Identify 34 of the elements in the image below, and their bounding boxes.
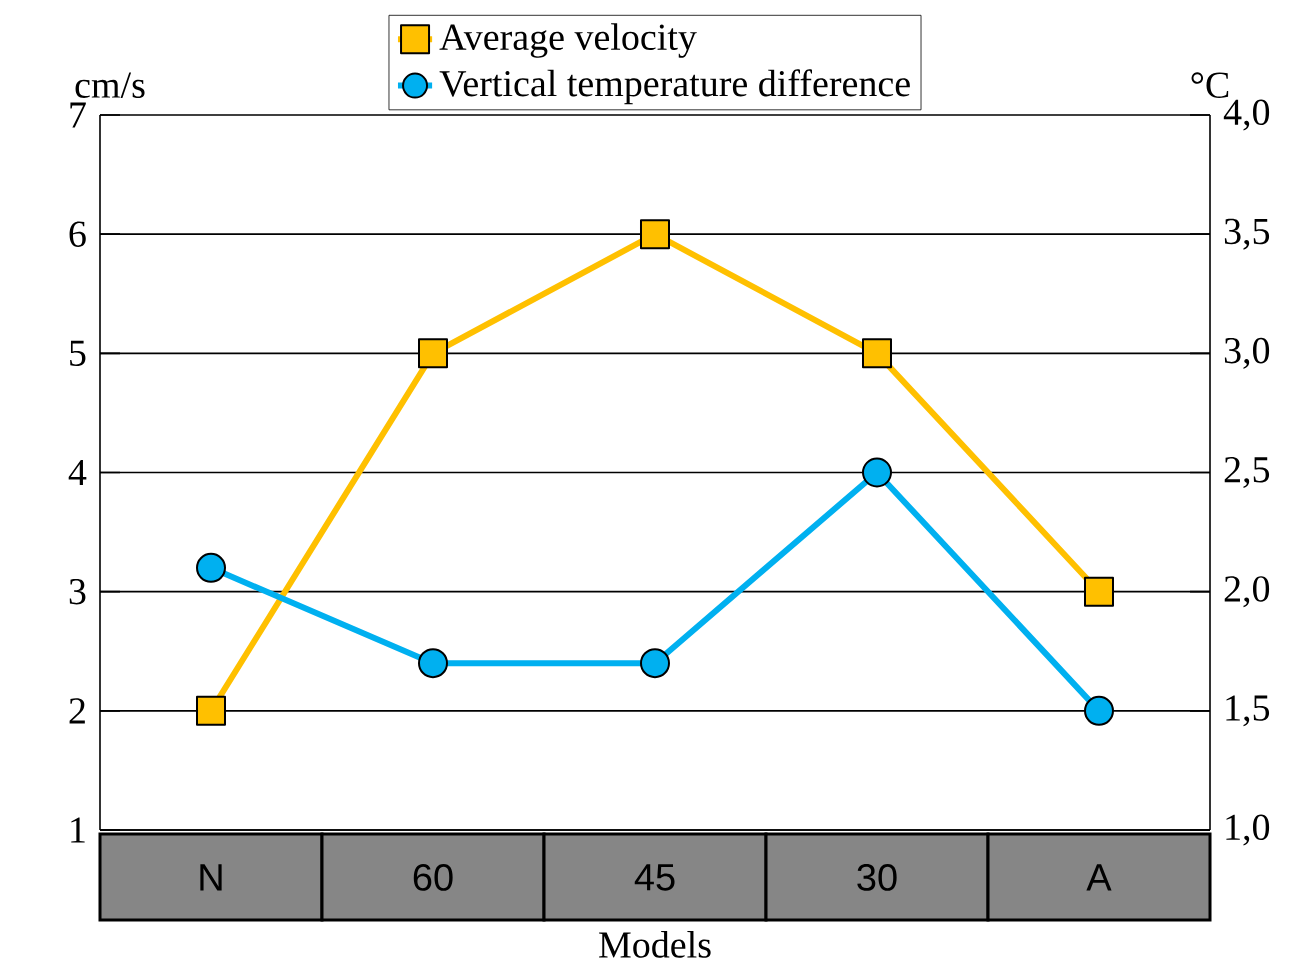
legend-label: Average velocity (439, 23, 697, 58)
y2-tick-label: 3,0 (1224, 337, 1270, 369)
point (196, 695, 226, 726)
x-tick-label: 45 (634, 864, 675, 891)
y-axis-title: cm/s (75, 72, 145, 98)
y-tick-label: 7 (70, 102, 86, 128)
x-tick-label: 30 (857, 863, 897, 891)
point (418, 648, 448, 679)
y2-tick-label: 4,0 (1223, 99, 1270, 131)
y-tick-label: 2 (69, 698, 85, 724)
y2-tick-label: 2,0 (1224, 576, 1270, 608)
y2-tick-label: 3,5 (1224, 218, 1270, 250)
point (862, 457, 892, 488)
legend-label: Vertical temperature difference (439, 69, 910, 105)
x-tick-label: N (200, 864, 222, 891)
point (640, 648, 670, 679)
y-tick-label: 5 (70, 340, 86, 366)
x-tick-label: 60 (413, 863, 453, 891)
y2-tick-label: 1,0 (1226, 814, 1270, 846)
point (862, 338, 892, 369)
x-tick-label: A (1086, 864, 1112, 891)
point (640, 219, 670, 250)
x-axis-title: Models (599, 931, 711, 958)
point (196, 552, 226, 583)
y-tick-label: 3 (69, 578, 86, 605)
y2-tick-label: 2,5 (1224, 457, 1270, 488)
y-tick-label: 6 (69, 221, 86, 247)
y-tick-label: 4 (68, 460, 87, 486)
y2-tick-label: 1,5 (1226, 695, 1270, 727)
y-tick-label: 1 (71, 817, 85, 843)
y2-axis-title: °C (1191, 72, 1229, 98)
point (1084, 576, 1114, 607)
point (1084, 695, 1114, 726)
point (418, 338, 448, 369)
